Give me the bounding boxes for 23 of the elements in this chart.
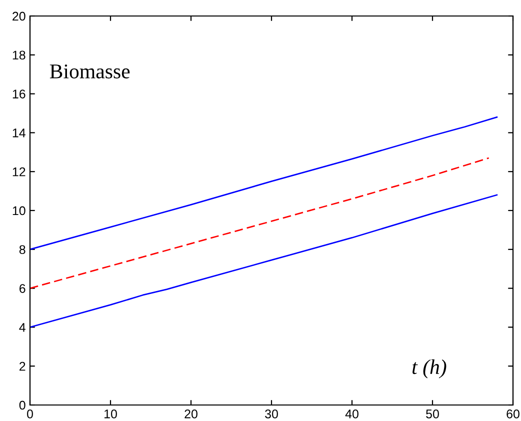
x-tick-label: 30	[265, 409, 278, 418]
y-tick-label: 14	[12, 128, 26, 138]
x-tick-label: 10	[104, 409, 117, 418]
y-tick-label: 18	[12, 50, 26, 60]
x-tick-label: 0	[27, 409, 33, 418]
x-axis-title: t (h)	[412, 359, 446, 378]
y-tick-label: 16	[12, 90, 26, 98]
y-tick-label: 20	[12, 12, 26, 21]
x-tick-label: 40	[345, 409, 358, 418]
y-tick-label: 8	[19, 245, 26, 254]
x-tick-label: 60	[506, 409, 520, 418]
y-tick-label: 10	[12, 206, 26, 216]
y-tick-label: 2	[20, 362, 26, 371]
x-tick-label: 20	[184, 409, 198, 418]
line-series	[30, 157, 490, 289]
y-tick-label: 12	[12, 167, 26, 176]
text: Biomasse	[50, 64, 130, 78]
line-series	[30, 194, 498, 328]
y-tick-label: 6	[20, 284, 26, 293]
y-tick-label: 0	[19, 400, 26, 410]
y-tick-label: 4	[19, 323, 26, 332]
line-series	[30, 116, 498, 250]
x-tick-label: 50	[426, 409, 439, 418]
